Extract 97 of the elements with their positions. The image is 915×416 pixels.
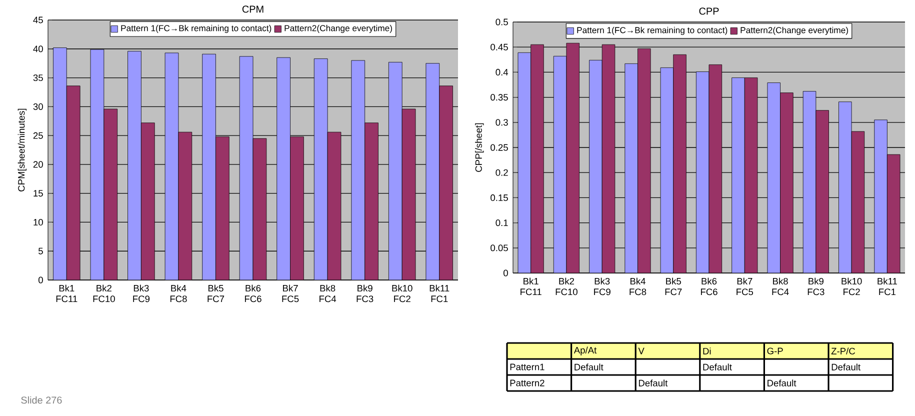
y-tick-label: 5 (38, 248, 43, 254)
x-tick-label: Bk2 FC10 (556, 278, 578, 296)
x-tick-label: Bk4 FC8 (630, 278, 646, 296)
y-tick-label: 15 (34, 190, 43, 197)
chart-title: CPP (699, 8, 719, 15)
bar (314, 58, 328, 280)
bar (240, 56, 253, 280)
chart-title: CPM (242, 6, 264, 13)
bar (351, 60, 365, 280)
x-tick-label: Bk8 FC4 (320, 284, 336, 302)
category-label: Pattern1 (510, 364, 544, 370)
y-tick-label: 0.05 (490, 244, 508, 252)
legend-label: Pattern2(Change everytime) (740, 26, 848, 35)
x-tick-label: Bk10 FC2 (392, 284, 412, 302)
y-axis-title: CPM[sheet/minutes] (18, 108, 27, 192)
category-label: G-P (767, 348, 783, 354)
x-tick-label: Bk5 FC7 (665, 278, 682, 296)
x-tick-label: Bk9 FC3 (356, 284, 374, 302)
y-tick-label: 0 (38, 276, 43, 284)
y-tick-label: 20 (33, 161, 43, 168)
x-tick-label: Bk2 FC10 (93, 284, 115, 302)
y-tick-label: 30 (33, 103, 43, 110)
bar (709, 64, 722, 273)
y-tick-label: 35 (33, 74, 43, 82)
x-tick-label: Bk7 FC5 (736, 278, 754, 296)
bar (744, 78, 758, 273)
y-tick-label: 0.3 (496, 119, 508, 126)
bar (886, 154, 900, 273)
y-tick-label: 0.5 (496, 18, 508, 26)
bar (638, 48, 651, 273)
y-tick-label: 40 (33, 46, 43, 52)
bar (276, 58, 290, 280)
x-tick-label: Bk6 FC6 (700, 278, 718, 296)
bar (566, 43, 580, 273)
category-label: Ap/At (574, 346, 597, 356)
y-axis-title: CPP[/sheet] (475, 123, 484, 172)
x-tick-label: Bk9 FC3 (808, 278, 824, 296)
category-label: V (638, 348, 644, 354)
bar (439, 86, 453, 280)
y-tick-label: 0.15 (490, 194, 508, 201)
y-tick-label: 0 (503, 270, 508, 276)
text: Default (574, 364, 604, 370)
bar (216, 136, 230, 280)
y-tick-label: 0.1 (496, 220, 508, 226)
y-tick-label: 0.4 (496, 68, 508, 76)
x-tick-label: Bk6 FC6 (244, 284, 262, 302)
x-tick-label: Bk11 FC1 (878, 278, 897, 296)
legend-label: Pattern2(Change everytime) (284, 24, 392, 33)
bar (852, 131, 864, 273)
text: Slide 276 (21, 396, 62, 404)
text: Default (832, 364, 860, 370)
x-tick-label: Bk10 FC2 (842, 278, 862, 296)
category-label: Di (703, 348, 711, 354)
x-tick-label: Bk1 FC11 (520, 278, 542, 296)
y-tick-label: 45 (33, 16, 43, 24)
y-tick-label: 25 (33, 132, 43, 139)
x-tick-label: Bk4 FC8 (170, 284, 187, 302)
x-tick-label: Bk3 FC9 (133, 284, 150, 302)
category-label: Z-P/C (831, 348, 856, 354)
y-tick-label: 0.45 (490, 44, 508, 50)
bar (90, 49, 104, 280)
bar (530, 44, 544, 273)
y-tick-label: 10 (34, 218, 43, 226)
y-tick-label: 0.25 (490, 144, 508, 151)
bar (202, 54, 216, 280)
x-tick-label: Bk1 FC11 (56, 284, 78, 302)
bar (141, 122, 155, 280)
legend-label: Pattern 1(FC→Bk remaining to contact) (121, 24, 272, 33)
x-tick-label: Bk8 FC4 (772, 278, 789, 296)
bar (364, 122, 378, 280)
bar (780, 92, 794, 273)
text: Default (768, 380, 796, 386)
bar (165, 52, 178, 280)
bar (388, 62, 402, 280)
x-tick-label: Bk3 FC9 (594, 278, 610, 296)
bar (66, 86, 80, 280)
category-label: Pattern2 (510, 380, 544, 386)
bar (328, 132, 341, 280)
text: Default (703, 364, 732, 370)
y-tick-label: 0.35 (490, 94, 508, 101)
bar (673, 54, 686, 273)
bar (178, 132, 192, 280)
bar (53, 48, 67, 280)
bar (402, 108, 416, 280)
legend-label: Pattern 1(FC→Bk remaining to contact) (577, 26, 728, 35)
bar (426, 63, 440, 280)
x-tick-label: Bk5 FC7 (208, 284, 224, 302)
bar (128, 51, 142, 280)
bar (290, 136, 304, 280)
text: Default (638, 380, 668, 386)
bar (104, 108, 118, 280)
x-tick-label: Bk7 FC5 (282, 284, 299, 302)
y-tick-label: 0.2 (496, 169, 508, 176)
bar (253, 138, 266, 280)
bar (602, 44, 615, 273)
x-tick-label: Bk11 FC1 (430, 284, 450, 302)
bar (816, 110, 829, 273)
